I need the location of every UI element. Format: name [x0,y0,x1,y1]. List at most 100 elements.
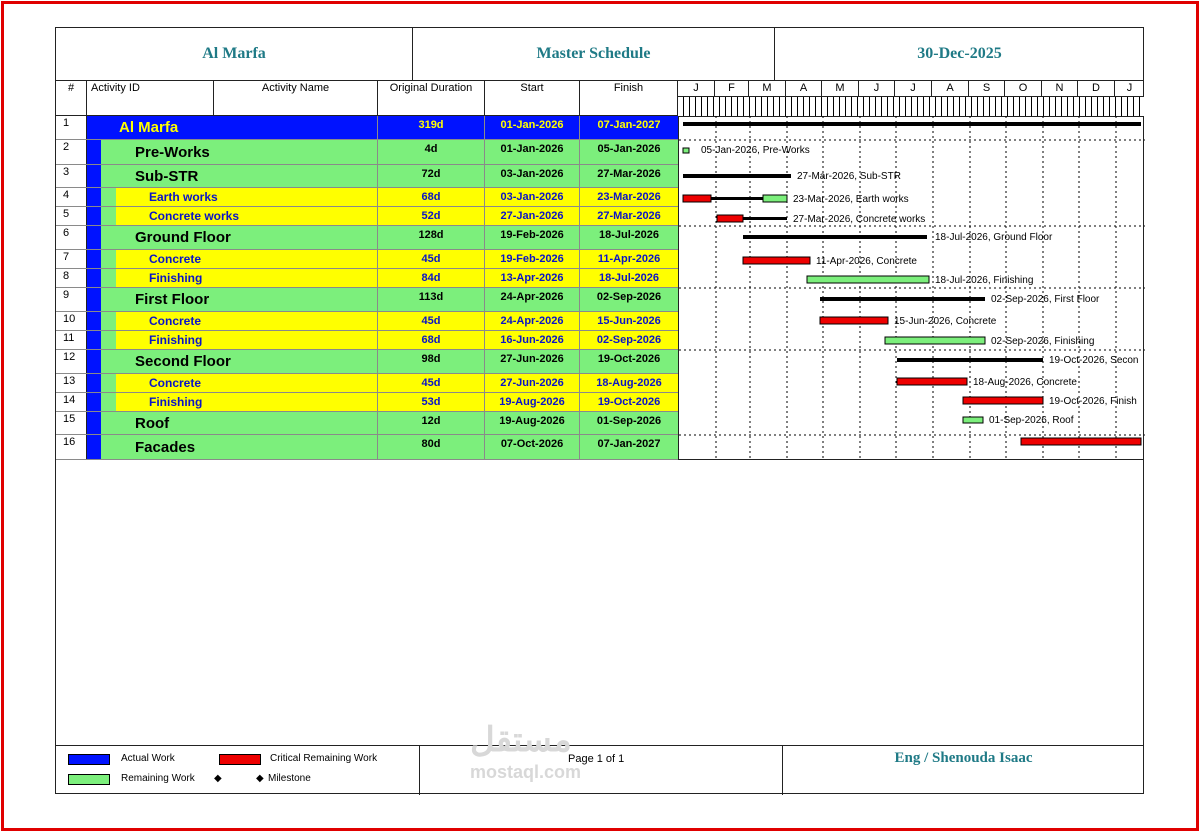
header-band: Al Marfa Master Schedule 30-Dec-2025 [56,28,1143,81]
duration-cell: 53d [377,393,484,411]
col-duration[interactable]: Original Duration [378,80,485,116]
wbs-indent [87,350,101,373]
row-number: 7 [56,250,87,268]
duration-cell: 84d [377,269,484,287]
row-number: 3 [56,165,87,187]
table-row[interactable]: 10 Concrete 45d 24-Apr-2026 15-Jun-2026 [56,312,678,331]
author-name: Eng / Shenouda Isaac [894,750,1033,766]
table-row[interactable]: 13 Concrete 45d 27-Jun-2026 18-Aug-2026 [56,374,678,393]
start-cell: 03-Jan-2026 [484,188,579,206]
table-row[interactable]: 3 Sub-STR 72d 03-Jan-2026 27-Mar-2026 [56,165,678,188]
wbs-indent [101,331,116,349]
data-date: 30-Dec-2025 [917,45,1002,62]
finish-cell: 18-Jul-2026 [579,226,678,249]
col-finish[interactable]: Finish [580,80,678,116]
start-cell: 01-Jan-2026 [484,140,579,164]
wbs-indent [101,393,116,411]
row-number: 9 [56,288,87,311]
duration-cell: 45d [377,374,484,392]
bar-label: 02-Sep-2026, Finishing [991,336,1094,347]
table-row[interactable]: 16 Facades 80d 07-Oct-2026 07-Jan-2027 [56,435,678,460]
page-number: Page 1 of 1 [568,753,625,765]
month-label: J [678,80,715,97]
table-row[interactable]: 9 First Floor 113d 24-Apr-2026 02-Sep-20… [56,288,678,312]
col-activity-name[interactable]: Activity Name [214,80,378,116]
col-start[interactable]: Start [485,80,580,116]
gantt-svg: 05-Jan-2026, Pre-Works 27-Mar-2026, Sub-… [679,116,1145,460]
finish-cell: 07-Jan-2027 [579,116,678,139]
table-row[interactable]: 5 Concrete works 52d 27-Jan-2026 27-Mar-… [56,207,678,226]
activity-name: Concrete [149,252,202,266]
duration-cell: 12d [377,412,484,434]
activity-name: Facades [135,438,196,456]
legend-actual: Actual Work [121,753,175,764]
table-row[interactable]: 2 Pre-Works 4d 01-Jan-2026 05-Jan-2026 [56,140,678,165]
start-cell: 24-Apr-2026 [484,288,579,311]
bar-label: 27-Mar-2026, Concrete works [793,214,925,225]
table-row[interactable]: 7 Concrete 45d 19-Feb-2026 11-Apr-2026 [56,250,678,269]
duration-cell: 113d [377,288,484,311]
activity-name: Al Marfa [119,119,179,136]
wbs-indent [87,288,101,311]
finish-cell: 27-Mar-2026 [579,165,678,187]
duration-cell: 319d [377,116,484,139]
row-number: 12 [56,350,87,373]
wbs-indent [87,393,101,411]
wbs-indent [87,374,101,392]
row-number: 11 [56,331,87,349]
finish-cell: 02-Sep-2026 [579,288,678,311]
start-cell: 19-Aug-2026 [484,412,579,434]
table-row[interactable]: 8 Finishing 84d 13-Apr-2026 18-Jul-2026 [56,269,678,288]
col-num[interactable]: # [56,80,87,116]
activity-band [116,269,377,287]
row-number: 14 [56,393,87,411]
wbs-indent [87,207,101,225]
table-row[interactable]: 1 Al Marfa 319d 01-Jan-2026 07-Jan-2027 [56,116,678,140]
finish-cell: 05-Jan-2026 [579,140,678,164]
table-row[interactable]: 6 Ground Floor 128d 19-Feb-2026 18-Jul-2… [56,226,678,250]
row-number: 1 [56,116,87,139]
wbs-indent [101,269,116,287]
gantt-chart: 05-Jan-2026, Pre-Works 27-Mar-2026, Sub-… [678,116,1145,460]
duration-cell: 4d [377,140,484,164]
activity-name: Finishing [149,395,203,409]
row-number: 13 [56,374,87,392]
start-cell: 19-Feb-2026 [484,250,579,268]
wbs-band [101,288,377,311]
activity-name: Ground Floor [135,229,231,246]
col-activity-id[interactable]: Activity ID [87,80,214,116]
activity-band [116,393,377,411]
row-number: 15 [56,412,87,434]
start-cell: 24-Apr-2026 [484,312,579,330]
project-title: Al Marfa [56,28,413,80]
finish-cell: 18-Aug-2026 [579,374,678,392]
duration-cell: 80d [377,435,484,459]
month-label: S [969,80,1005,97]
bar-label: 18-Jul-2026, Ground Floor [935,232,1053,243]
activity-name: Finishing [149,271,203,285]
table-row[interactable]: 15 Roof 12d 19-Aug-2026 01-Sep-2026 [56,412,678,435]
schedule-title: Master Schedule [413,28,775,80]
wbs-indent [87,312,101,330]
duration-cell: 52d [377,207,484,225]
wbs-indent [87,412,101,434]
row-number: 2 [56,140,87,164]
row-number: 6 [56,226,87,249]
start-cell: 19-Feb-2026 [484,226,579,249]
wbs-band [101,226,377,249]
legend-critical: Critical Remaining Work [270,753,378,764]
month-label: N [1042,80,1078,97]
month-label: J [895,80,932,97]
duration-cell: 68d [377,188,484,206]
month-label: D [1078,80,1115,97]
wbs-indent [87,331,101,349]
wbs-indent [87,165,101,187]
table-row[interactable]: 12 Second Floor 98d 27-Jun-2026 19-Oct-2… [56,350,678,374]
bar-label: 19-Oct-2026, Finish [1049,396,1137,407]
table-row[interactable]: 4 Earth works 68d 03-Jan-2026 23-Mar-202… [56,188,678,207]
milestone-icon: ◆ [256,773,264,784]
table-row[interactable]: 14 Finishing 53d 19-Aug-2026 19-Oct-2026 [56,393,678,412]
activity-name: Sub-STR [135,167,199,185]
table-row[interactable]: 11 Finishing 68d 16-Jun-2026 02-Sep-2026 [56,331,678,350]
